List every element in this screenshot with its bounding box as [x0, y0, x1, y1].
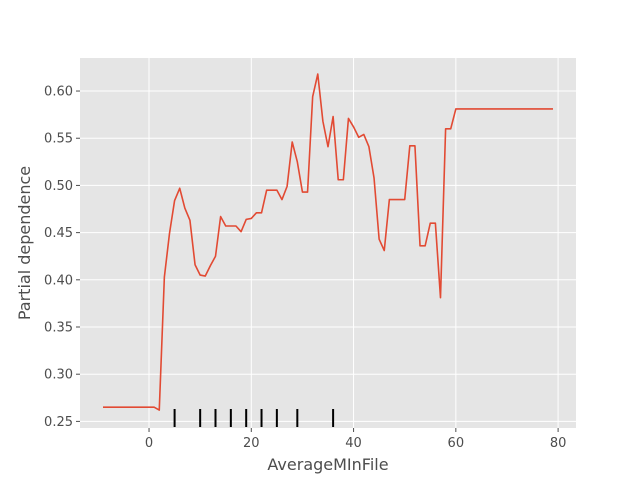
- x-tick-label: 20: [243, 436, 260, 451]
- y-tick-label: 0.60: [44, 85, 73, 100]
- y-tick-label: 0.50: [44, 179, 73, 194]
- y-tick-label: 0.30: [44, 368, 73, 383]
- x-axis-ticks: 0 20 40 60 80: [145, 428, 566, 451]
- y-axis-ticks: 0.25 0.30 0.35 0.40 0.45 0.50 0.55 0.60: [44, 85, 80, 430]
- x-tick-label: 80: [550, 436, 567, 451]
- y-tick-label: 0.45: [44, 226, 73, 241]
- y-axis-label: Partial dependence: [15, 166, 34, 320]
- series-line: [103, 73, 553, 411]
- x-tick-label: 40: [345, 436, 362, 451]
- rug-marks: [173, 409, 335, 427]
- x-axis-label: AverageMInFile: [267, 455, 388, 474]
- x-tick-label: 60: [448, 436, 465, 451]
- y-tick-label: 0.25: [44, 415, 73, 430]
- plot-area: [80, 58, 576, 428]
- grid-lines: [80, 58, 576, 428]
- y-tick-label: 0.35: [44, 321, 73, 336]
- x-tick-label: 0: [145, 436, 153, 451]
- y-tick-label: 0.55: [44, 132, 73, 147]
- y-tick-label: 0.40: [44, 273, 73, 288]
